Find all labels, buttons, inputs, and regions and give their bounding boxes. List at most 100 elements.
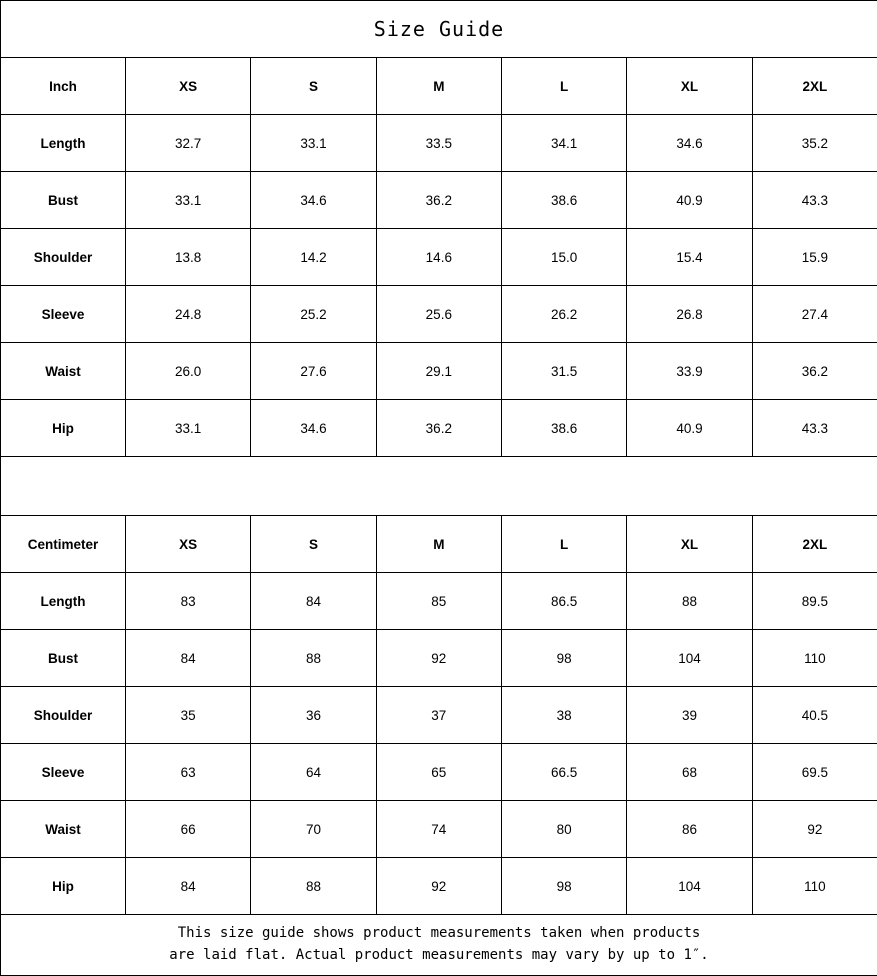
note-line-2: are laid flat. Actual product measuremen… (1, 945, 877, 967)
measurement-cell: 63 (126, 744, 251, 801)
measurement-cell: 27.4 (752, 286, 877, 343)
measurement-cell: 80 (501, 801, 626, 858)
size-header-l: L (501, 516, 626, 573)
measurement-cell: 40.9 (627, 172, 752, 229)
measurement-cell: 43.3 (752, 400, 877, 457)
measurement-cell: 36.2 (376, 172, 501, 229)
measurement-cell: 32.7 (126, 115, 251, 172)
row-label-waist: Waist (1, 343, 126, 400)
size-header-xs: XS (126, 58, 251, 115)
measurement-cell: 31.5 (501, 343, 626, 400)
size-header-xs: XS (126, 516, 251, 573)
measurement-cell: 88 (251, 858, 376, 915)
measurement-cell: 33.1 (126, 400, 251, 457)
measurement-cell: 98 (501, 630, 626, 687)
measurement-cell: 24.8 (126, 286, 251, 343)
measurement-cell: 43.3 (752, 172, 877, 229)
measurement-cell: 33.1 (126, 172, 251, 229)
measurement-cell: 92 (752, 801, 877, 858)
measurement-cell: 86 (627, 801, 752, 858)
measurement-cell: 40.9 (627, 400, 752, 457)
row-label-sleeve: Sleeve (1, 286, 126, 343)
measurement-cell: 110 (752, 630, 877, 687)
measurement-cell: 37 (376, 687, 501, 744)
measurement-cell: 14.6 (376, 229, 501, 286)
measurement-cell: 35 (126, 687, 251, 744)
table-spacer-row (1, 457, 877, 516)
unit-header-centimeter: Centimeter (1, 516, 126, 573)
size-header-m: M (376, 58, 501, 115)
measurement-cell: 36.2 (376, 400, 501, 457)
measurement-cell: 35.2 (752, 115, 877, 172)
measurement-cell: 33.1 (251, 115, 376, 172)
measurement-cell: 84 (126, 630, 251, 687)
size-guide-body: Size Guide (1, 1, 877, 58)
measurement-cell: 13.8 (126, 229, 251, 286)
measurement-cell: 36.2 (752, 343, 877, 400)
measurement-cell: 25.2 (251, 286, 376, 343)
size-guide-note: This size guide shows product measuremen… (1, 915, 877, 976)
measurement-cell: 26.0 (126, 343, 251, 400)
measurement-cell: 38.6 (501, 400, 626, 457)
size-header-xl: XL (627, 516, 752, 573)
row-label-hip: Hip (1, 858, 126, 915)
measurement-cell: 26.2 (501, 286, 626, 343)
measurement-cell: 84 (251, 573, 376, 630)
title-row: Size Guide (1, 1, 877, 58)
row-label-bust: Bust (1, 172, 126, 229)
size-header-xl: XL (627, 58, 752, 115)
row-label-shoulder: Shoulder (1, 687, 126, 744)
table-spacer-cell (1, 457, 877, 516)
row-label-hip: Hip (1, 400, 126, 457)
measurement-cell: 98 (501, 858, 626, 915)
measurement-cell: 83 (126, 573, 251, 630)
measurement-cell: 68 (627, 744, 752, 801)
measurement-cell: 92 (376, 630, 501, 687)
measurement-cell: 104 (627, 630, 752, 687)
measurement-cell: 34.6 (251, 172, 376, 229)
size-header-l: L (501, 58, 626, 115)
measurement-cell: 38.6 (501, 172, 626, 229)
measurement-cell: 15.4 (627, 229, 752, 286)
measurement-cell: 86.5 (501, 573, 626, 630)
unit-header-inch: Inch (1, 58, 126, 115)
measurement-cell: 66 (126, 801, 251, 858)
note-row: This size guide shows product measuremen… (1, 915, 877, 976)
note-line-1: This size guide shows product measuremen… (1, 923, 877, 945)
measurement-cell: 88 (251, 630, 376, 687)
note-section: This size guide shows product measuremen… (1, 915, 877, 976)
measurement-cell: 66.5 (501, 744, 626, 801)
measurement-cell: 89.5 (752, 573, 877, 630)
measurement-cell: 88 (627, 573, 752, 630)
row-label-shoulder: Shoulder (1, 229, 126, 286)
row-label-sleeve: Sleeve (1, 744, 126, 801)
row-label-bust: Bust (1, 630, 126, 687)
size-header-m: M (376, 516, 501, 573)
measurement-cell: 74 (376, 801, 501, 858)
measurement-cell: 84 (126, 858, 251, 915)
measurement-cell: 34.6 (251, 400, 376, 457)
size-header-2xl: 2XL (752, 516, 877, 573)
measurement-cell: 92 (376, 858, 501, 915)
measurement-cell: 15.9 (752, 229, 877, 286)
measurement-cell: 33.9 (627, 343, 752, 400)
measurement-cell: 70 (251, 801, 376, 858)
measurement-cell: 38 (501, 687, 626, 744)
measurement-cell: 64 (251, 744, 376, 801)
measurement-cell: 34.1 (501, 115, 626, 172)
row-label-waist: Waist (1, 801, 126, 858)
measurement-cell: 27.6 (251, 343, 376, 400)
